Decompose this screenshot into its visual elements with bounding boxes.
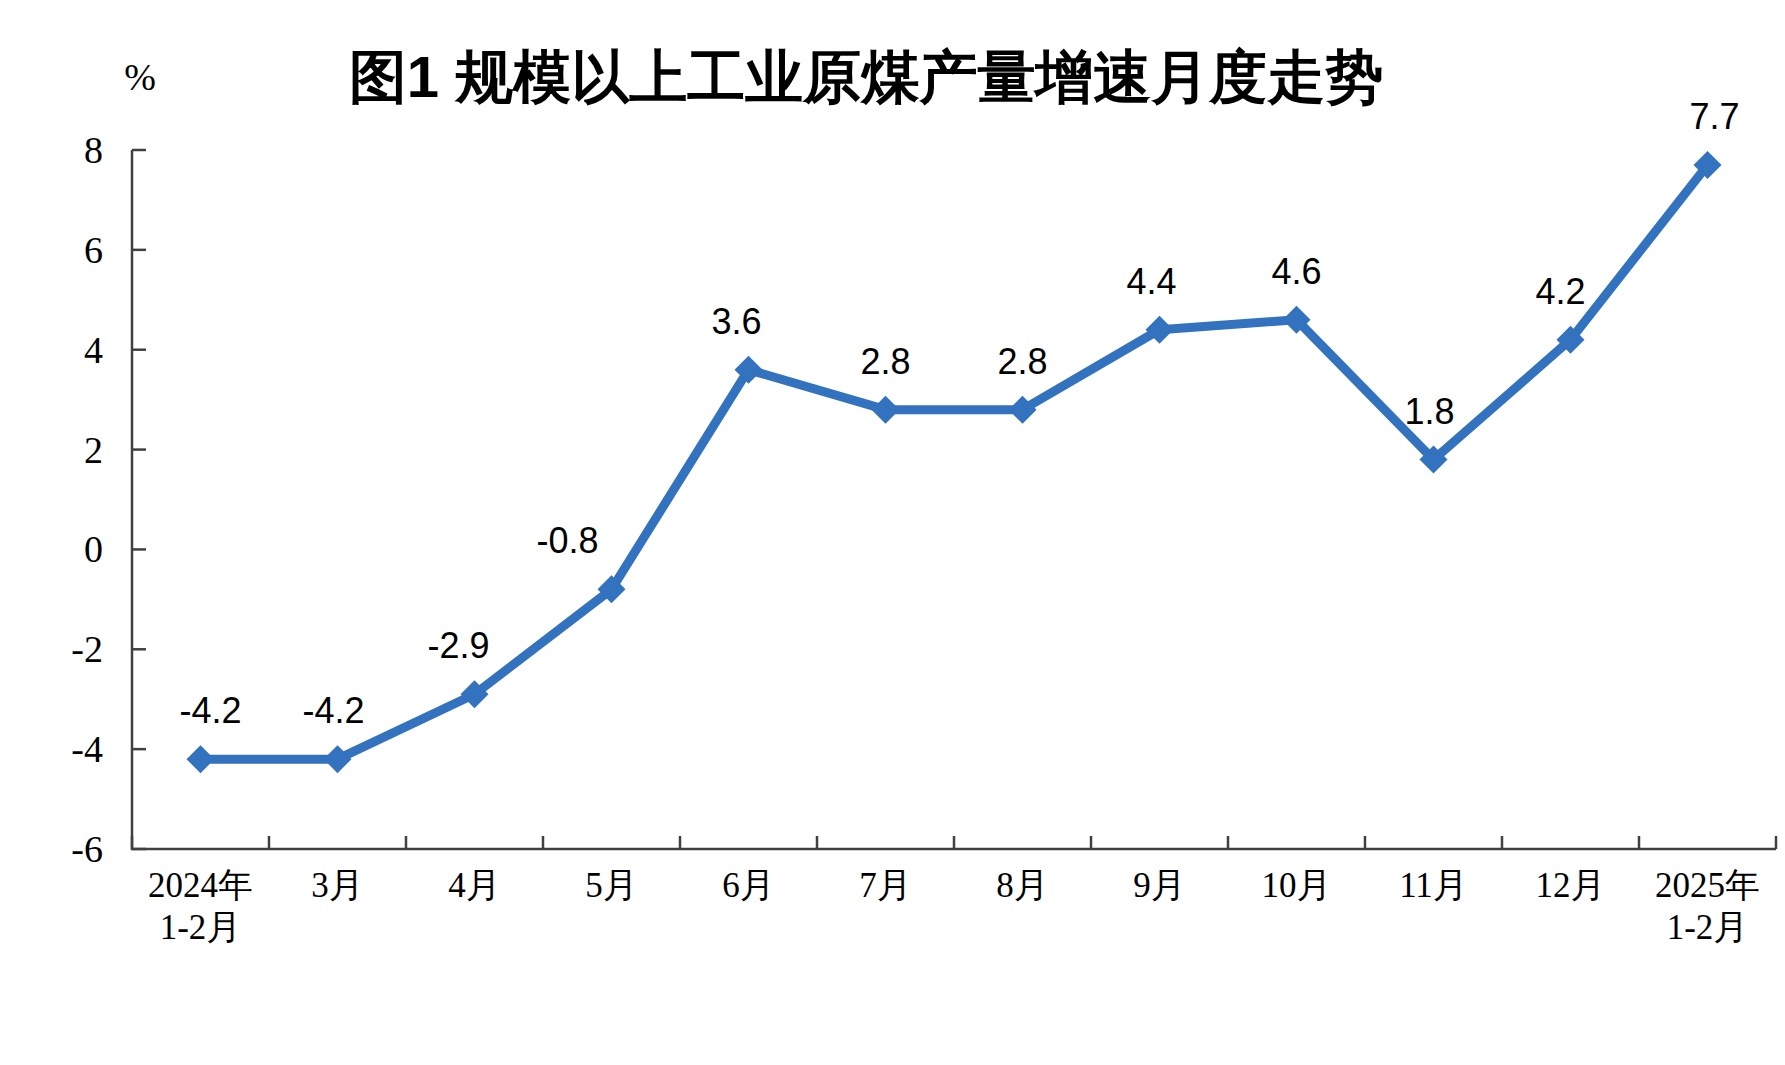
data-point-markers <box>187 151 1722 773</box>
x-category-label: 5月 <box>585 866 638 905</box>
data-label: -4.2 <box>302 690 364 731</box>
chart-canvas: 图1 规模以上工业原煤产量增速月度走势 % 86420-2-4-6 2024年1… <box>0 0 1785 1065</box>
x-category-label: 1-2月 <box>1667 908 1749 947</box>
y-axis-unit-label: % <box>124 56 156 98</box>
data-label: 2.8 <box>860 341 910 382</box>
x-category-label: 12月 <box>1536 866 1606 905</box>
data-point-marker <box>872 396 900 424</box>
x-category-label: 6月 <box>722 866 775 905</box>
data-point-marker <box>187 745 215 773</box>
series-polyline <box>201 165 1708 759</box>
coal-output-growth-chart: 图1 规模以上工业原煤产量增速月度走势 % 86420-2-4-6 2024年1… <box>0 0 1785 1065</box>
y-tick-label: -6 <box>71 828 103 870</box>
x-category-label: 10月 <box>1262 866 1332 905</box>
x-category-label: 8月 <box>996 866 1049 905</box>
data-label: 3.6 <box>711 301 761 342</box>
y-tick-label: 0 <box>84 528 103 570</box>
data-label: 4.4 <box>1126 261 1176 302</box>
data-label: 7.7 <box>1689 96 1739 137</box>
y-tick-label: -2 <box>71 628 103 670</box>
y-tick-label: 2 <box>84 429 103 471</box>
x-category-label: 1-2月 <box>160 908 242 947</box>
y-tick-label: 4 <box>84 329 103 371</box>
data-series-line <box>201 165 1708 759</box>
data-point-marker <box>324 745 352 773</box>
y-tick-label: 8 <box>84 129 103 171</box>
x-category-label: 9月 <box>1133 866 1186 905</box>
x-category-label: 7月 <box>859 866 912 905</box>
data-label: -4.2 <box>179 690 241 731</box>
data-label: -2.9 <box>427 625 489 666</box>
x-category-label: 11月 <box>1399 866 1468 905</box>
x-category-label: 2024年 <box>148 866 253 905</box>
x-axis-category-labels: 2024年1-2月3月4月5月6月7月8月9月10月11月12月2025年1-2… <box>148 866 1760 947</box>
data-label: 4.6 <box>1271 251 1321 292</box>
y-tick-label: -4 <box>71 728 103 770</box>
x-category-label: 3月 <box>311 866 364 905</box>
data-label: -0.8 <box>536 520 598 561</box>
chart-title: 图1 规模以上工业原煤产量增速月度走势 <box>349 44 1383 109</box>
x-category-label: 2025年 <box>1655 866 1760 905</box>
y-tick-label: 6 <box>84 229 103 271</box>
data-label: 1.8 <box>1404 391 1454 432</box>
x-category-label: 4月 <box>448 866 501 905</box>
y-axis-tick-labels: 8 6 4 2 0 -2 -4 -6 <box>71 129 103 870</box>
data-label: 2.8 <box>997 341 1047 382</box>
data-label: 4.2 <box>1535 271 1585 312</box>
